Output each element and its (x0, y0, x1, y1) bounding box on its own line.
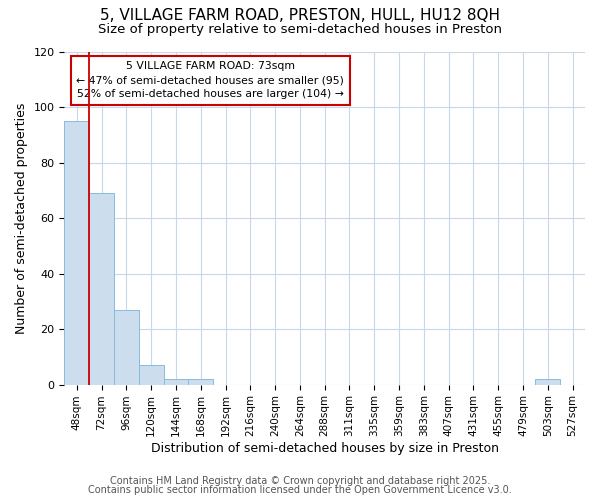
Bar (89, 193, 114, 384)
Bar (188, 379, 213, 384)
Text: Contains HM Land Registry data © Crown copyright and database right 2025.: Contains HM Land Registry data © Crown c… (110, 476, 490, 486)
Text: 5 VILLAGE FARM ROAD: 73sqm
← 47% of semi-detached houses are smaller (95)
52% of: 5 VILLAGE FARM ROAD: 73sqm ← 47% of semi… (76, 62, 344, 100)
Text: Contains public sector information licensed under the Open Government Licence v3: Contains public sector information licen… (88, 485, 512, 495)
Text: 5, VILLAGE FARM ROAD, PRESTON, HULL, HU12 8QH: 5, VILLAGE FARM ROAD, PRESTON, HULL, HU1… (100, 8, 500, 22)
X-axis label: Distribution of semi-detached houses by size in Preston: Distribution of semi-detached houses by … (151, 442, 499, 455)
Text: Size of property relative to semi-detached houses in Preston: Size of property relative to semi-detach… (98, 22, 502, 36)
Bar (114, 310, 139, 384)
Y-axis label: Number of semi-detached properties: Number of semi-detached properties (15, 102, 28, 334)
Bar (64, 121, 89, 384)
Bar (535, 379, 560, 384)
Bar (164, 379, 188, 384)
Bar (139, 365, 164, 384)
